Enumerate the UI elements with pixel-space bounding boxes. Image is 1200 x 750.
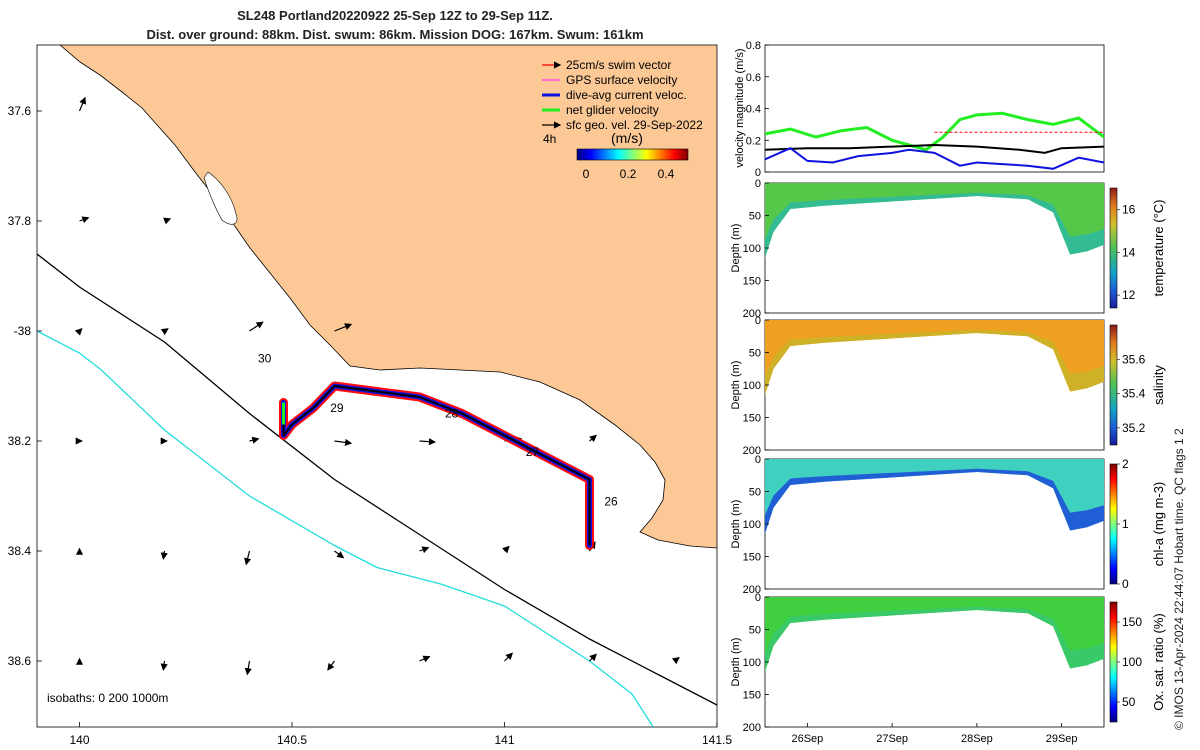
day-label: 29	[330, 401, 344, 415]
section-colorbar-tick-label: 35.6	[1122, 352, 1146, 366]
section-ytick-label: 50	[749, 211, 761, 223]
section-ytick-label: 50	[749, 487, 761, 499]
velocity-ytick-label: 0.8	[746, 40, 761, 52]
section-ytick-label: 0	[755, 454, 761, 466]
legend-interval-label: 4h	[543, 132, 556, 146]
section-ytick-label: 100	[743, 657, 761, 669]
section-panel: 0 50 100 150 200 Depth (m) 12 14 16 temperature (…	[730, 178, 1166, 320]
section-colorbar	[1110, 325, 1117, 445]
map-ytick-label: 37.6	[8, 104, 32, 118]
day-label: 27	[526, 445, 540, 459]
section-ylabel: Depth (m)	[730, 500, 742, 549]
map-panel: 140 140.5 141 141.537.637.8-3838.238.438.6 …	[8, 45, 733, 747]
section-colorbar	[1110, 602, 1117, 722]
section-ytick-label: 0	[755, 315, 761, 327]
velocity-ytick-label: 0.4	[746, 104, 761, 116]
map-ytick-label: -38	[14, 324, 32, 338]
map-ytick-label: 38.2	[8, 434, 32, 448]
section-xtick-label: 27Sep	[876, 733, 908, 745]
map-colorbar-tick: 0.2	[620, 167, 637, 181]
map-ytick-label: 38.6	[8, 654, 32, 668]
section-colorbar-tick-label: 35.4	[1122, 387, 1146, 401]
section-colorbar-tick-label: 12	[1122, 288, 1136, 302]
section-colorbar-tick-label: 35.2	[1122, 421, 1146, 435]
velocity-ytick-label: 0.2	[746, 135, 761, 147]
section-xtick-label: 28Sep	[961, 733, 993, 745]
legend-dive-label: dive-avg current veloc.	[566, 88, 687, 102]
map-colorbar-label: (m/s)	[611, 130, 643, 146]
map-xtick-label: 140.5	[277, 733, 307, 747]
section-colorbar-label: temperature (°C)	[1151, 200, 1166, 297]
map-colorbar-tick: 0	[583, 167, 590, 181]
section-ytick-label: 150	[743, 413, 761, 425]
section-xtick-label: 26Sep	[791, 733, 823, 745]
section-ytick-label: 50	[749, 625, 761, 637]
section-colorbar-label: Ox. sat. ratio (%)	[1151, 613, 1166, 711]
section-ytick-label: 50	[749, 348, 761, 360]
section-colorbar-tick-label: 100	[1122, 655, 1142, 669]
legend-net-label: net glider velocity	[566, 103, 659, 117]
section-ylabel: Depth (m)	[730, 638, 742, 687]
day-label: 28	[445, 407, 459, 421]
section-panel: 0 50 100 150 200 Depth (m) 0 1 2 chl-a (mg m-3)	[730, 454, 1166, 596]
section-colorbar-tick-label: 2	[1122, 457, 1129, 471]
section-panel: 0 50 100 150 200 Depth (m) 50 100 150 Ox. sat. ra…	[730, 592, 1166, 745]
section-panel: 0 50 100 150 200 Depth (m) 35.2 35.4 35.6 salinit…	[730, 315, 1166, 457]
section-colorbar-tick-label: 14	[1122, 245, 1136, 259]
section-colorbar-tick-label: 0	[1122, 577, 1129, 591]
map-ytick-label: 38.4	[8, 544, 32, 558]
section-ytick-label: 0	[755, 592, 761, 604]
map-colorbar	[577, 149, 688, 160]
section-ytick-label: 150	[743, 276, 761, 288]
map-xtick-label: 141	[494, 733, 514, 747]
section-colorbar-label: chl-a (mg m-3)	[1151, 482, 1166, 567]
section-ytick-label: 200	[743, 722, 761, 734]
section-colorbar-tick-label: 150	[1122, 615, 1142, 629]
section-ytick-label: 100	[743, 519, 761, 531]
section-xtick-label: 29Sep	[1046, 733, 1078, 745]
map-ytick-label: 37.8	[8, 214, 32, 228]
section-ylabel: Depth (m)	[730, 224, 742, 273]
section-ytick-label: 100	[743, 243, 761, 255]
velocity-ytick-label: 0.6	[746, 72, 761, 84]
legend-swim-label: 25cm/s swim vector	[566, 58, 671, 72]
section-ytick-label: 0	[755, 178, 761, 190]
section-colorbar-tick-label: 1	[1122, 517, 1129, 531]
section-ytick-label: 100	[743, 380, 761, 392]
velocity-ylabel: velocity magnitude (m/s)	[734, 48, 746, 167]
section-ylabel: Depth (m)	[730, 361, 742, 410]
section-colorbar-label: salinity	[1151, 365, 1166, 405]
legend-gps-label: GPS surface velocity	[566, 73, 677, 87]
map-colorbar-tick: 0.4	[658, 167, 675, 181]
map-xtick-label: 140	[69, 733, 89, 747]
section-ytick-label: 150	[743, 690, 761, 702]
section-colorbar-tick-label: 16	[1122, 202, 1136, 216]
section-colorbar	[1110, 188, 1117, 308]
section-ytick-label: 150	[743, 552, 761, 564]
day-label: 30	[258, 352, 272, 366]
isobath-label: isobaths: 0 200 1000m	[47, 691, 168, 705]
section-colorbar-tick-label: 50	[1122, 695, 1136, 709]
section-colorbar	[1110, 464, 1117, 584]
copyright-note: © IMOS 13-Apr-2024 22:44:07 Hobart time.…	[1172, 350, 1190, 730]
map-xtick-label: 141.5	[702, 733, 732, 747]
day-label: 26	[604, 495, 618, 509]
